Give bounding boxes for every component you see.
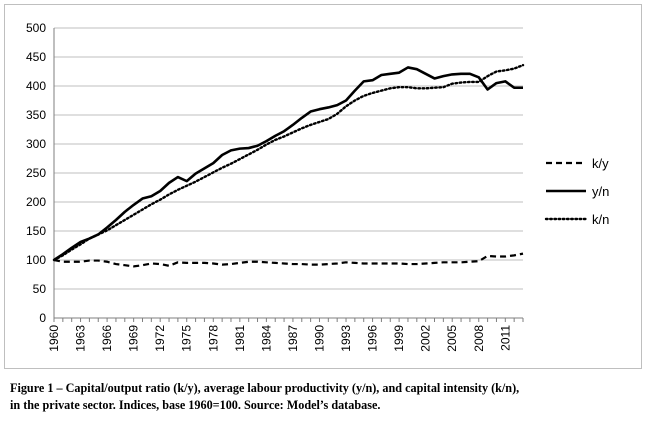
x-tick-label: 1984 — [259, 325, 273, 352]
x-tick-label: 1963 — [74, 325, 88, 352]
y-axis-ticks: 0 50 100 150 200 250 300 350 400 450 500 — [26, 21, 46, 325]
y-tick-label: 50 — [33, 282, 47, 296]
y-tick-label: 350 — [26, 108, 46, 122]
y-tick-label: 300 — [26, 137, 46, 151]
x-tick-label: 1966 — [100, 325, 114, 352]
x-tick-label: 2005 — [445, 325, 459, 352]
caption-line-2: in the private sector. Indices, base 196… — [10, 398, 381, 412]
x-tick-label: 1960 — [47, 325, 61, 352]
series-lines — [52, 63, 525, 268]
series-line-k-n — [52, 63, 525, 262]
legend: k/y y/n k/n — [544, 156, 609, 227]
y-tick-label: 100 — [26, 253, 46, 267]
x-tick-label: 1975 — [180, 325, 194, 352]
legend-label-k-y: k/y — [592, 156, 609, 171]
x-tick-label: 1981 — [233, 325, 247, 352]
x-tick-label: 1972 — [153, 325, 167, 352]
x-tick-label: 1987 — [286, 325, 300, 352]
y-tick-label: 200 — [26, 195, 46, 209]
series-line-y-n — [53, 66, 523, 262]
y-tick-label: 500 — [26, 21, 46, 35]
x-tick-label: 1990 — [312, 325, 326, 352]
x-tick-label: 1969 — [127, 325, 141, 352]
y-tick-label: 150 — [26, 224, 46, 238]
legend-label-k-n: k/n — [592, 212, 609, 227]
y-tick-label: 450 — [26, 50, 46, 64]
x-tick-label: 1993 — [339, 325, 353, 352]
x-tick-label: 1978 — [206, 325, 220, 352]
x-tick-label: 1999 — [392, 325, 406, 352]
figure-caption: Figure 1 – Capital/output ratio (k/y), a… — [10, 380, 640, 414]
legend-label-y-n: y/n — [592, 184, 609, 199]
y-tick-label: 0 — [39, 311, 46, 325]
axes — [53, 28, 523, 319]
x-tick-label: 2008 — [472, 325, 486, 352]
x-tick-label: 2011 — [498, 325, 512, 351]
chart-frame — [4, 4, 642, 369]
x-tick-label: 2002 — [419, 325, 433, 352]
x-tick-label: 1996 — [366, 325, 380, 352]
y-tick-label: 250 — [26, 166, 46, 180]
x-axis-ticks: 1960 1963 1966 1969 1972 1975 1978 1981 1984 1987… — [47, 318, 524, 352]
series-line-k-y — [53, 252, 524, 268]
caption-line-1: Figure 1 – Capital/output ratio (k/y), a… — [10, 381, 520, 395]
gridlines — [54, 27, 523, 290]
y-tick-label: 400 — [26, 79, 46, 93]
